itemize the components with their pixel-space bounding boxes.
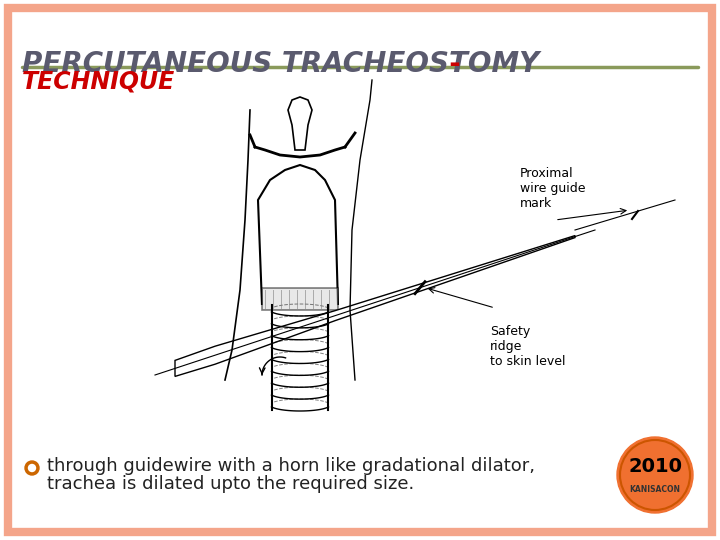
Text: trachea is dilated upto the required size.: trachea is dilated upto the required siz…: [47, 475, 414, 493]
Text: Proximal
wire guide
mark: Proximal wire guide mark: [520, 167, 585, 210]
Polygon shape: [288, 97, 312, 150]
Circle shape: [617, 437, 693, 513]
Text: PERCUTANEOUS TRACHEOSTOMY: PERCUTANEOUS TRACHEOSTOMY: [22, 50, 539, 78]
Polygon shape: [262, 288, 338, 310]
Text: through guidewire with a horn like gradational dilator,: through guidewire with a horn like grada…: [47, 457, 535, 475]
Text: -: -: [430, 50, 461, 78]
Circle shape: [29, 464, 35, 471]
Text: TECHNIQUE: TECHNIQUE: [22, 70, 175, 94]
Text: KANISACON: KANISACON: [629, 484, 680, 494]
Polygon shape: [175, 235, 575, 376]
Text: Safety
ridge
to skin level: Safety ridge to skin level: [490, 325, 565, 368]
Circle shape: [25, 461, 39, 475]
Text: 2010: 2010: [628, 457, 682, 476]
